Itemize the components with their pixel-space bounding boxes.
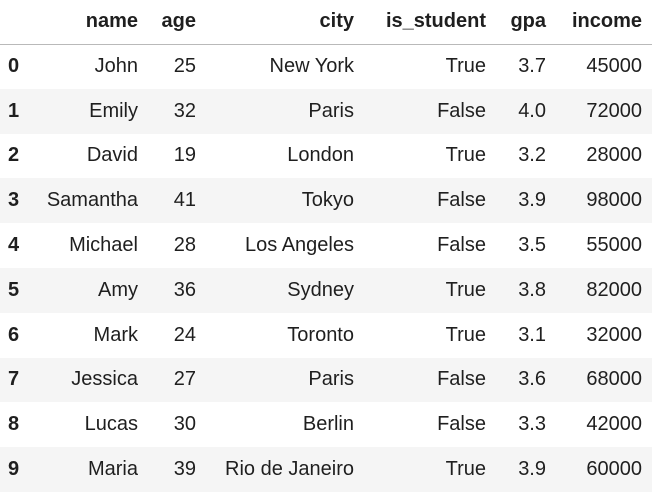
cell-is-student: True: [445, 278, 486, 301]
cell-name: Lucas: [84, 413, 138, 436]
table-row: 1 Emily 32 Paris False 4.0 72000: [0, 88, 652, 134]
cell-gpa: 3.1: [518, 323, 546, 346]
row-index: 0: [8, 55, 20, 78]
cell-city: Tokyo: [301, 189, 354, 212]
header-row: name age city is_student gpa income: [0, 0, 652, 45]
table-header: name age city is_student gpa income: [0, 0, 652, 45]
cell-name: Jessica: [71, 368, 138, 391]
cell-income: 98000: [586, 189, 642, 212]
cell-age: 32: [173, 99, 196, 122]
cell-city: London: [287, 144, 354, 167]
table-row: 5 Amy 36 Sydney True 3.8 82000: [0, 267, 652, 313]
cell-is-student: False: [437, 234, 486, 257]
cell-age: 25: [173, 55, 196, 78]
cell-name: John: [94, 55, 138, 78]
cell-age: 28: [173, 234, 196, 257]
cell-income: 82000: [586, 278, 642, 301]
column-header-gpa: gpa: [496, 0, 556, 45]
cell-name: Samantha: [46, 189, 138, 212]
cell-city: Sydney: [287, 278, 354, 301]
cell-age: 24: [173, 323, 196, 346]
cell-gpa: 3.9: [518, 189, 546, 212]
cell-gpa: 3.3: [518, 413, 546, 436]
cell-age: 30: [173, 413, 196, 436]
row-index: 6: [8, 323, 20, 346]
cell-age: 19: [173, 144, 196, 167]
column-header-is-student: is_student: [364, 0, 496, 45]
row-index: 2: [8, 144, 20, 167]
cell-age: 27: [173, 368, 196, 391]
row-index: 4: [8, 234, 20, 257]
table-row: 6 Mark 24 Toronto True 3.1 32000: [0, 312, 652, 358]
cell-city: Toronto: [287, 323, 354, 346]
cell-is-student: True: [445, 323, 486, 346]
table-body: 0 John 25 New York True 3.7 45000 1 Emily 32 Paris…: [0, 44, 652, 492]
row-index: 3: [8, 189, 20, 212]
cell-income: 32000: [586, 323, 642, 346]
cell-is-student: False: [437, 368, 486, 391]
row-index: 1: [8, 99, 20, 122]
cell-income: 28000: [586, 144, 642, 167]
cell-name: Michael: [69, 234, 138, 257]
cell-income: 72000: [586, 99, 642, 122]
index-header: [0, 0, 34, 45]
cell-city: Berlin: [302, 413, 354, 436]
cell-is-student: False: [437, 99, 486, 122]
table-row: 7 Jessica 27 Paris False 3.6 68000: [0, 357, 652, 403]
column-header-name: name: [34, 0, 148, 45]
cell-name: David: [86, 144, 138, 167]
cell-income: 42000: [586, 413, 642, 436]
cell-is-student: True: [445, 458, 486, 481]
cell-income: 45000: [586, 55, 642, 78]
column-header-age: age: [148, 0, 206, 45]
table-row: 0 John 25 New York True 3.7 45000: [0, 44, 652, 89]
cell-is-student: False: [437, 189, 486, 212]
cell-city: Rio de Janeiro: [225, 458, 354, 481]
cell-income: 55000: [586, 234, 642, 257]
row-index: 5: [8, 278, 20, 301]
cell-is-student: True: [445, 144, 486, 167]
cell-age: 41: [173, 189, 196, 212]
cell-city: New York: [269, 55, 355, 78]
cell-gpa: 3.6: [518, 368, 546, 391]
cell-city: Paris: [308, 99, 354, 122]
cell-city: Los Angeles: [245, 234, 354, 257]
table-row: 4 Michael 28 Los Angeles False 3.5 55000: [0, 223, 652, 268]
row-index: 9: [8, 458, 20, 481]
cell-income: 68000: [586, 368, 642, 391]
cell-gpa: 3.5: [518, 234, 546, 257]
table-row: 8 Lucas 30 Berlin False 3.3 42000: [0, 402, 652, 448]
cell-age: 36: [173, 278, 196, 301]
cell-gpa: 3.9: [518, 458, 546, 481]
cell-age: 39: [173, 458, 196, 481]
cell-city: Paris: [308, 368, 354, 391]
row-index: 8: [8, 413, 20, 436]
cell-name: Maria: [87, 458, 138, 481]
cell-gpa: 3.7: [518, 55, 546, 78]
cell-is-student: False: [437, 413, 486, 436]
cell-gpa: 3.2: [518, 144, 546, 167]
column-header-income: income: [556, 0, 652, 45]
cell-name: Emily: [89, 99, 138, 122]
cell-income: 60000: [586, 458, 642, 481]
cell-gpa: 4.0: [518, 99, 546, 122]
table-row: 9 Maria 39 Rio de Janeiro True 3.9 60000: [0, 447, 652, 492]
column-header-city: city: [206, 0, 364, 45]
cell-gpa: 3.8: [518, 278, 546, 301]
table-row: 2 David 19 London True 3.2 28000: [0, 133, 652, 179]
cell-name: Amy: [98, 278, 138, 301]
table-row: 3 Samantha 41 Tokyo False 3.9 98000: [0, 178, 652, 224]
cell-is-student: True: [445, 55, 486, 78]
row-index: 7: [8, 368, 20, 391]
cell-name: Mark: [93, 323, 138, 346]
